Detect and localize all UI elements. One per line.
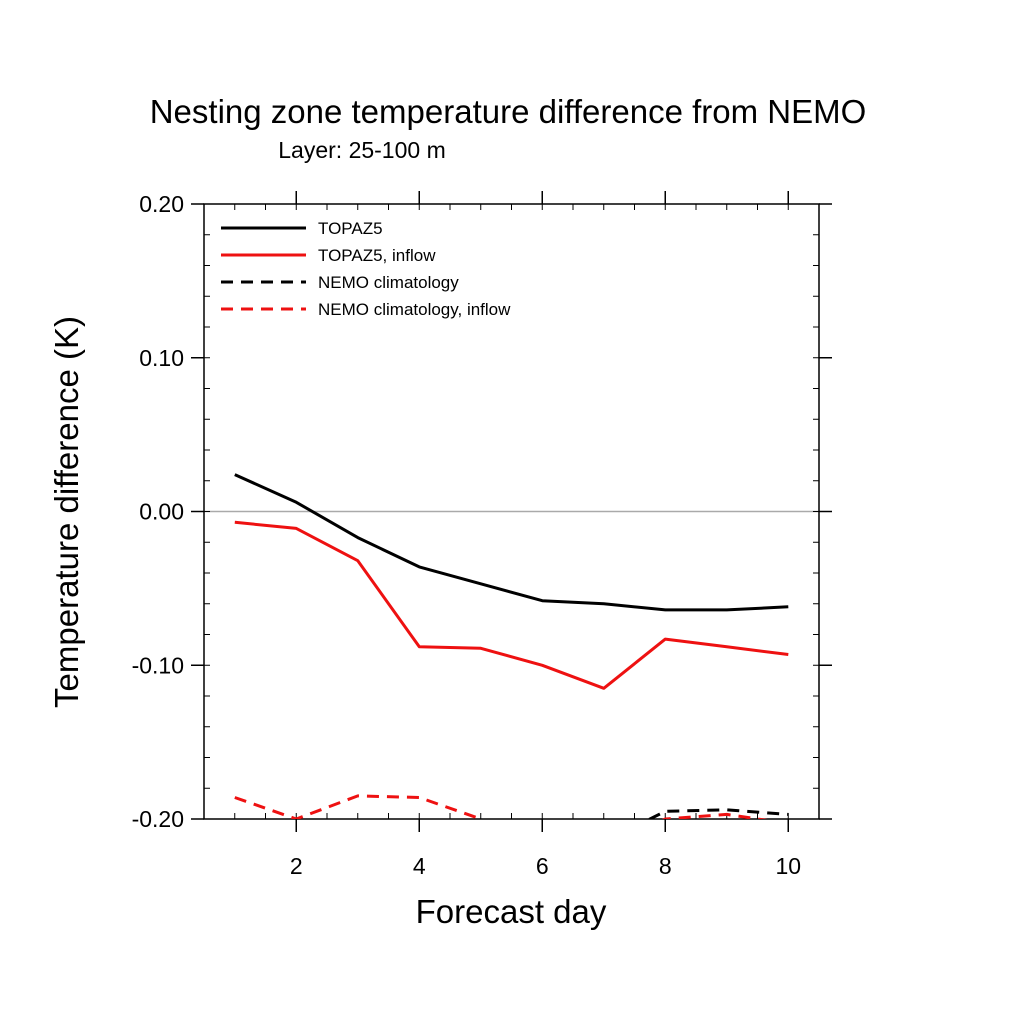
series-line-2 bbox=[646, 808, 789, 819]
y-tick-label: -0.10 bbox=[132, 652, 184, 678]
legend: TOPAZ5 TOPAZ5, inflow NEMO climatology NEMO… bbox=[221, 219, 511, 319]
y-tick-label: 0.00 bbox=[139, 499, 184, 525]
plot-frame bbox=[203, 203, 820, 820]
x-tick-label: 8 bbox=[659, 853, 672, 879]
legend-label-3: NEMO climatology, inflow bbox=[318, 300, 511, 319]
legend-label-2: NEMO climatology bbox=[318, 273, 459, 292]
x-tick-label: 6 bbox=[536, 853, 549, 879]
y-tick-label: 0.20 bbox=[139, 191, 184, 217]
series-layer bbox=[234, 473, 789, 819]
plot-axes: 2 4 6 8 10 -0.20 -0.10 0.00 0.10 0.20 bbox=[132, 191, 832, 879]
legend-label-1: TOPAZ5, inflow bbox=[318, 246, 436, 265]
y-tick-label: -0.20 bbox=[132, 806, 184, 832]
x-tick-label: 2 bbox=[290, 853, 303, 879]
x-tick-label: 10 bbox=[775, 853, 801, 879]
series-line-0 bbox=[234, 473, 789, 612]
series-line-3 bbox=[234, 794, 768, 819]
legend-label-0: TOPAZ5 bbox=[318, 219, 383, 238]
chart-subtitle: Layer: 25-100 m bbox=[278, 137, 445, 163]
y-tick-label: 0.10 bbox=[139, 345, 184, 371]
chart-title: Nesting zone temperature difference from… bbox=[150, 93, 867, 130]
x-tick-label: 4 bbox=[413, 853, 426, 879]
y-axis-label: Temperature difference (K) bbox=[48, 316, 85, 708]
series-line-1 bbox=[234, 520, 789, 690]
x-axis-label: Forecast day bbox=[416, 893, 607, 930]
